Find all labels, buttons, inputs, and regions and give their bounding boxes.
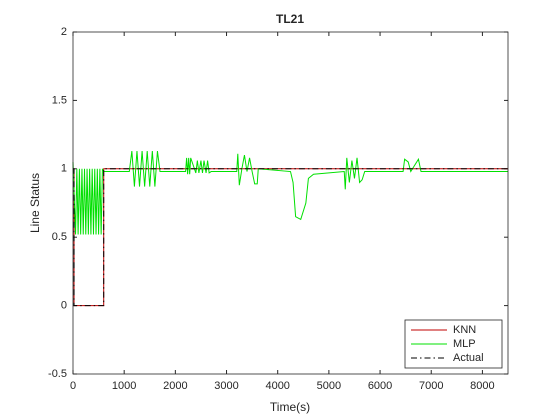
y-tick-label: -0.5 [48,368,67,380]
x-tick-label: 7000 [419,380,443,392]
x-tick-label: 0 [70,380,76,392]
y-tick-label: 1 [61,163,67,175]
x-tick-label: 5000 [317,380,341,392]
x-axis-label: Time(s) [270,400,310,414]
x-tick-label: 3000 [214,380,238,392]
y-tick-label: 0.5 [52,231,67,243]
y-tick-label: 1.5 [52,94,67,106]
x-tick-label: 2000 [163,380,187,392]
x-tick-label: 6000 [368,380,392,392]
y-tick-label: 0 [61,300,67,312]
legend-label: KNN [453,324,476,336]
x-tick-label: 1000 [112,380,136,392]
y-tick-label: 2 [61,26,67,38]
legend-label: MLP [453,338,476,350]
plot-box [72,31,509,375]
chart-title: TL21 [276,12,304,26]
series-line [73,168,508,307]
x-tick-label: 8000 [470,380,494,392]
legend-label: Actual [453,352,484,364]
y-axis-label: Line Status [28,173,42,233]
series-line [72,150,508,235]
x-tick-label: 4000 [265,380,289,392]
